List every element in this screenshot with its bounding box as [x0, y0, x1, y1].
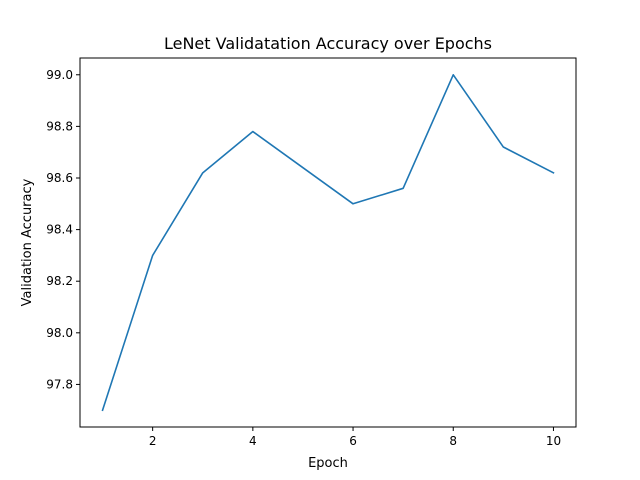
x-tick-label: 8: [449, 434, 457, 448]
plot-area-frame: [79, 57, 577, 428]
x-axis-ticks: 2 4 6 8 10: [149, 427, 561, 448]
x-tick-label: 10: [546, 434, 561, 448]
y-axis-label: Validation Accuracy: [20, 178, 35, 306]
series-group: [101, 73, 555, 412]
y-tick-label: 99.0: [46, 68, 73, 82]
y-tick-label: 98.0: [46, 326, 73, 340]
y-tick-label: 98.6: [46, 171, 73, 185]
y-tick-label: 98.2: [46, 274, 73, 288]
y-tick-label: 97.8: [46, 377, 73, 391]
series-line: [101, 73, 555, 412]
y-axis-ticks: 97.8 98.0 98.2 98.4 98.6 98.8 99.0: [46, 68, 80, 391]
chart-title: LeNet Validatation Accuracy over Epochs: [164, 34, 492, 53]
y-tick-label: 98.4: [46, 223, 73, 237]
x-tick-label: 2: [149, 434, 157, 448]
x-axis-label: Epoch: [308, 456, 348, 471]
x-tick-label: 4: [249, 434, 257, 448]
x-tick-label: 6: [349, 434, 357, 448]
y-tick-label: 98.8: [46, 119, 73, 133]
